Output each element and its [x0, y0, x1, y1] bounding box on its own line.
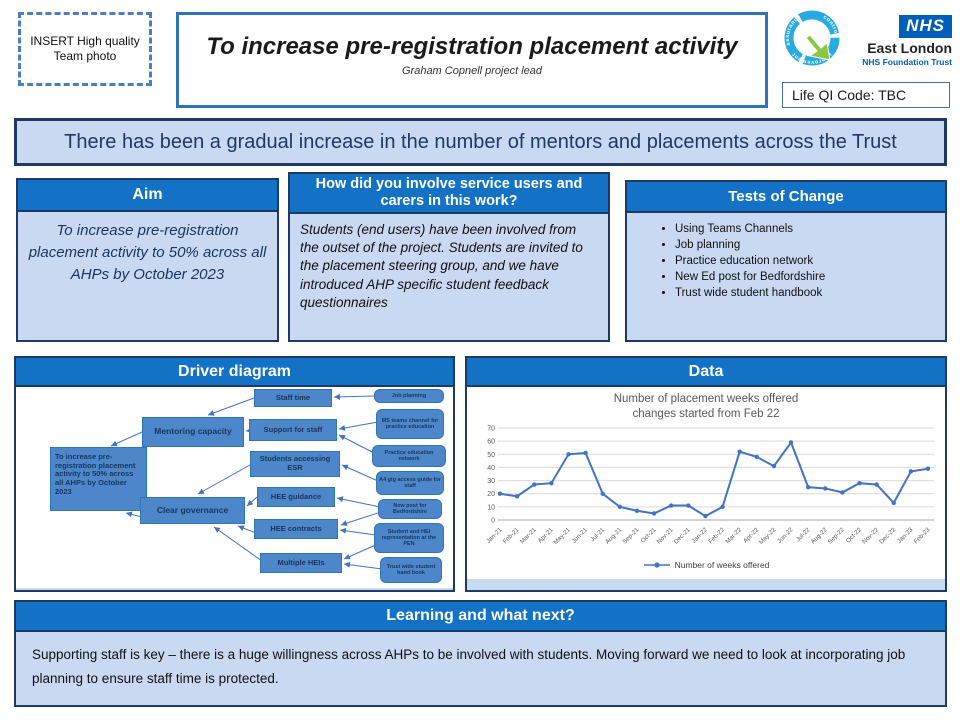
svg-text:Sep-21: Sep-21 [621, 526, 640, 545]
svg-text:70: 70 [487, 425, 495, 432]
tests-of-change-list: Using Teams Channels Job planning Practi… [627, 213, 945, 299]
qi-logo-icon: assurance control improvement [784, 10, 840, 66]
list-item: Using Teams Channels [675, 223, 935, 235]
involvement-body: Students (end users) have been involved … [300, 222, 583, 310]
learning-header: Learning and what next? [16, 602, 945, 632]
legend-line-marker-icon [643, 562, 670, 568]
svg-text:Oct-21: Oct-21 [639, 526, 657, 544]
list-item: New Ed post for Bedfordshire [675, 271, 935, 283]
change-idea-ms-teams-channel: MS teams channel for practice education [376, 409, 444, 439]
svg-text:30: 30 [487, 478, 495, 485]
svg-text:Jun-21: Jun-21 [571, 526, 590, 545]
svg-text:Feb-21: Feb-21 [502, 526, 521, 545]
tests-of-change-header: Tests of Change [627, 182, 945, 213]
learning-panel: Learning and what next? Supporting staff… [14, 600, 947, 707]
life-qi-code-text: Life QI Code: TBC [792, 87, 907, 103]
svg-text:Mar-21: Mar-21 [519, 526, 538, 545]
chart-title-line2: changes started from Feb 22 [632, 407, 780, 420]
list-item: Practice education network [675, 255, 935, 267]
svg-text:Jan-21: Jan-21 [485, 526, 504, 545]
team-photo-placeholder: INSERT High quality Team photo [18, 12, 152, 86]
svg-text:10: 10 [487, 504, 495, 511]
life-qi-code: Life QI Code: TBC [782, 82, 950, 108]
svg-text:Jan-22: Jan-22 [691, 526, 710, 545]
svg-text:Jun-22: Jun-22 [776, 526, 795, 545]
headline-text: There has been a gradual increase in the… [64, 130, 897, 153]
svg-text:May-21: May-21 [552, 526, 572, 546]
svg-text:60: 60 [487, 439, 495, 446]
secondary-driver-hee-guidance: HEE guidance [257, 487, 335, 507]
driver-diagram-header: Driver diagram [16, 358, 453, 387]
secondary-driver-hee-contracts: HEE contracts [254, 519, 338, 539]
svg-text:Feb-23: Feb-23 [913, 526, 932, 545]
change-idea-trust-wide-handbook: Trust wide student hand book [380, 557, 442, 583]
svg-text:Jan-23: Jan-23 [896, 526, 915, 545]
driver-aim-node: To increase pre-registration placement a… [50, 447, 147, 511]
chart-title: Number of placement weeks offered change… [614, 392, 799, 422]
involvement-panel: How did you involve service users and ca… [288, 172, 610, 342]
svg-text:Oct-22: Oct-22 [845, 526, 863, 544]
poster-title: To increase pre-registration placement a… [206, 33, 738, 60]
data-header: Data [467, 358, 945, 387]
chart-legend: Number of weeks offered [643, 559, 770, 570]
driver-diagram-panel: Driver diagram [14, 356, 455, 592]
primary-driver-mentoring-capacity: Mentoring capacity [142, 417, 244, 447]
team-photo-placeholder-text: INSERT High quality Team photo [30, 34, 140, 63]
headline-banner: There has been a gradual increase in the… [14, 118, 947, 166]
data-chart-area: Number of placement weeks offered change… [467, 387, 945, 588]
svg-text:Aug-22: Aug-22 [810, 526, 829, 545]
secondary-driver-support-for-staff: Support for staff [249, 419, 337, 441]
secondary-driver-students-accessing-esr: Students accessing ESR [250, 451, 340, 477]
change-idea-new-post-bedfordshire: New post for Bedfordshire [378, 499, 442, 519]
list-item: Trust wide student handbook [675, 287, 935, 299]
data-panel: Data Number of placement weeks offered c… [465, 356, 947, 592]
chart-title-line1: Number of placement weeks offered [613, 393, 799, 405]
svg-text:Sep-22: Sep-22 [827, 526, 846, 545]
change-idea-a4-access-guide: A4 gig access guide for staff [376, 471, 444, 495]
data-panel-bottom-strip [467, 579, 945, 588]
learning-body: Supporting staff is key – there is a hug… [32, 647, 906, 687]
svg-text:Feb-22: Feb-22 [707, 526, 726, 545]
nhs-logo: NHS East London NHS Foundation Trust [862, 15, 952, 67]
driver-diagram: To increase pre-registration placement a… [16, 387, 453, 588]
list-item: Job planning [675, 239, 935, 251]
svg-text:May-22: May-22 [758, 526, 778, 546]
nhs-logo-mark: NHS [899, 15, 952, 38]
change-idea-practice-education-network: Practice education network [372, 445, 446, 467]
involvement-header: How did you involve service users and ca… [290, 174, 608, 214]
svg-text:Nov-21: Nov-21 [656, 526, 675, 545]
svg-text:Aug-21: Aug-21 [604, 526, 623, 545]
nhs-org-subtitle: NHS Foundation Trust [862, 57, 952, 67]
driver-diagram-connectors [110, 393, 385, 570]
change-idea-job-planning: Job planning [374, 389, 444, 403]
project-lead: Graham Copnell project lead [401, 65, 543, 77]
legend-label: Number of weeks offered [674, 559, 770, 570]
svg-text:Mar-22: Mar-22 [724, 526, 743, 545]
svg-text:Dec-21: Dec-21 [673, 526, 692, 545]
logo-area: assurance control improvement NHS East L… [780, 6, 952, 76]
qi-green-arrow [805, 34, 831, 61]
nhs-org-name: East London [867, 40, 952, 56]
svg-text:20: 20 [487, 491, 495, 498]
aim-panel: Aim To increase pre-registration placeme… [16, 178, 279, 342]
aim-header: Aim [18, 180, 277, 212]
secondary-driver-staff-time: Staff time [254, 389, 332, 407]
svg-text:50: 50 [487, 452, 495, 459]
change-idea-student-hei-representation: Student and HEI representation at the PE… [374, 523, 444, 553]
svg-text:Nov-22: Nov-22 [861, 526, 880, 545]
svg-text:40: 40 [487, 465, 495, 472]
aim-body: To increase pre-registration placement a… [28, 222, 267, 283]
svg-text:Dec-22: Dec-22 [878, 526, 897, 545]
svg-text:0: 0 [491, 517, 495, 524]
secondary-driver-multiple-heis: Multiple HEIs [260, 553, 342, 573]
title-box: To increase pre-registration placement a… [176, 12, 768, 108]
tests-of-change-panel: Tests of Change Using Teams Channels Job… [625, 180, 947, 342]
primary-driver-clear-governance: Clear governance [140, 497, 245, 524]
